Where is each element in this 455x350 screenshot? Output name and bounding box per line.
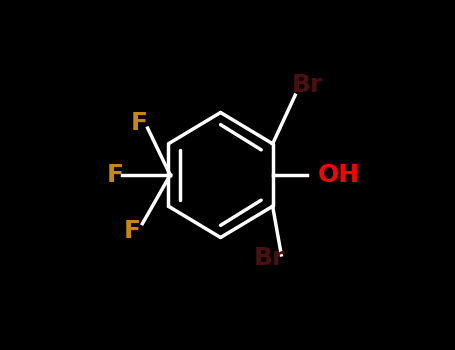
Text: OH: OH [318,163,360,187]
Text: Br: Br [253,246,285,270]
Text: F: F [106,163,123,187]
Text: F: F [131,111,147,135]
Text: F: F [124,218,141,243]
Text: Br: Br [292,73,323,97]
